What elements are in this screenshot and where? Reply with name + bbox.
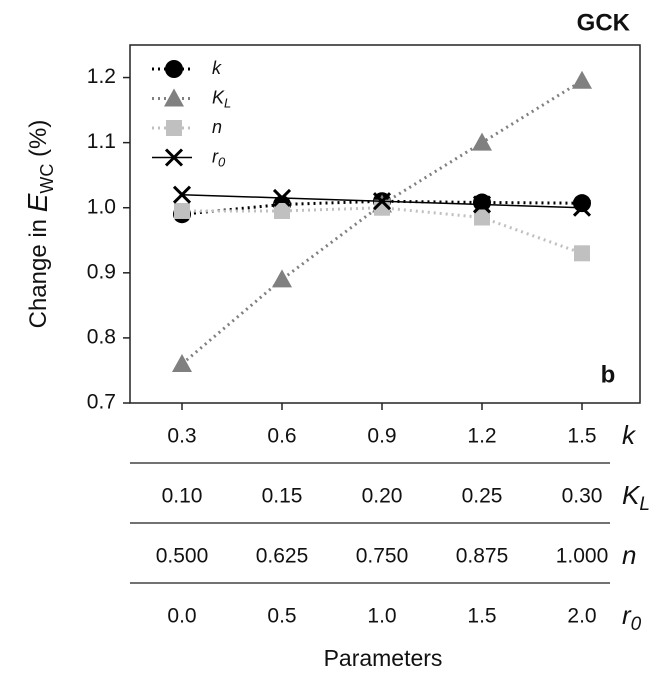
x-tick-label: 1.2 (467, 425, 496, 448)
row-name: r0 (622, 600, 642, 635)
series-line (181, 199, 583, 216)
legend-name: K (212, 87, 225, 107)
legend-label: r0 (212, 146, 226, 170)
x-tick-label: 2.0 (567, 605, 596, 628)
legend-marker (165, 60, 183, 78)
chart-title: GCK (577, 9, 631, 36)
x-tick-label: 0.750 (356, 545, 409, 568)
y-tick-label: 0.9 (87, 260, 116, 283)
data-point (174, 202, 190, 219)
series-line (182, 206, 583, 255)
x-tick-label: 0.25 (462, 485, 503, 508)
x-tick-label: 0.15 (262, 485, 303, 508)
data-point (472, 132, 492, 151)
legend-label: k (212, 58, 222, 78)
data-point (172, 185, 192, 204)
x-tick-label: 1.5 (467, 605, 496, 628)
data-point (474, 209, 490, 226)
x-tick-label: 0.20 (362, 485, 403, 508)
x-tick-label: 0.625 (256, 545, 309, 568)
series-line (181, 79, 583, 366)
y-tick-label: 0.7 (87, 391, 116, 414)
data-point (172, 353, 192, 372)
row-name-sub: 0 (631, 614, 642, 635)
x-tick-label: 0.875 (456, 545, 509, 568)
legend-sub: L (224, 96, 231, 111)
x-tick-label: 0.3 (167, 425, 196, 448)
y-label-suffix: (%) (25, 120, 52, 164)
y-axis-label: Change in EWC (%) (22, 120, 56, 329)
row-name-text: r (622, 600, 632, 630)
x-tick-label: 0.0 (167, 605, 196, 628)
y-tick-label: 0.8 (87, 325, 116, 348)
data-point (272, 269, 292, 288)
y-tick-label: 1.1 (87, 130, 116, 153)
x-tick-label: 0.9 (367, 425, 396, 448)
x-tick-label: 1.5 (567, 425, 596, 448)
row-name-text: k (622, 420, 637, 450)
row-name: KL (622, 480, 650, 515)
x-tick-label: 0.30 (562, 485, 603, 508)
y-label-subscript: WC (37, 164, 57, 194)
legend-marker (166, 120, 182, 136)
x-tick-label: 1.0 (367, 605, 396, 628)
data-point (372, 192, 392, 211)
data-point (572, 70, 592, 89)
x-tick-label: 0.5 (267, 605, 296, 628)
x-tick-label: 0.10 (162, 485, 203, 508)
legend-label: KL (212, 87, 231, 111)
row-name-text: K (622, 480, 641, 510)
plot-frame (129, 44, 641, 404)
row-name: n (622, 540, 636, 570)
y-tick-label: 1.0 (87, 195, 116, 218)
panel-label: b (601, 361, 616, 388)
data-point (574, 245, 590, 262)
x-tick-label: 1.000 (556, 545, 609, 568)
data-point (472, 195, 492, 214)
y-tick-label: 1.2 (87, 65, 116, 88)
x-tick-label: 0.500 (156, 545, 209, 568)
legend-sub: 0 (218, 155, 226, 170)
legend-name: r (212, 146, 219, 166)
y-label-symbol: E (22, 193, 53, 212)
y-label-prefix: Change in (25, 212, 52, 328)
x-axis-label: Parameters (324, 645, 443, 671)
data-point (572, 198, 592, 217)
legend-name: n (212, 117, 222, 137)
legend-marker (164, 148, 184, 167)
legend-name: k (212, 58, 222, 78)
legend-marker (164, 88, 184, 107)
x-tick-label: 0.6 (267, 425, 296, 448)
row-name-text: n (622, 540, 636, 570)
row-name-sub: L (639, 494, 650, 515)
data-point (272, 188, 292, 208)
data-point (274, 202, 290, 219)
row-name: k (622, 420, 637, 450)
legend-label: n (212, 117, 222, 137)
